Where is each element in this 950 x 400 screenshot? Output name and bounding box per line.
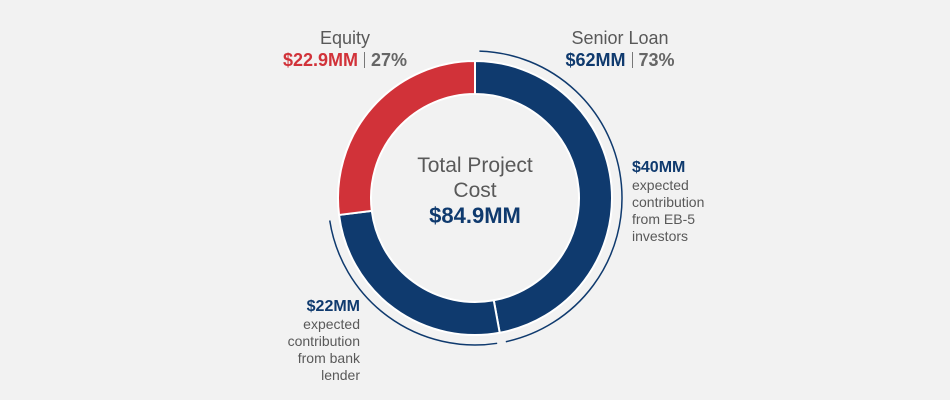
part-value: $40MM [632, 159, 686, 176]
slice-percent: 73% [638, 50, 675, 70]
slice-value: $62MM [565, 50, 626, 70]
separator [631, 52, 633, 68]
center-block: Total Project Cost $84.9MM [415, 153, 535, 228]
slice-value: $22.9MM [282, 50, 358, 70]
slice-values: $22.9MM 27% [245, 49, 445, 71]
donut-segment [337, 59, 476, 217]
part-label: $22MM expected contribution from bank len… [260, 297, 360, 384]
slice-heading: Equity $22.9MM 27% [245, 27, 445, 71]
part-note: expected contribution from bank lender [287, 316, 360, 383]
bracket-arc [328, 220, 498, 346]
part-value: $22MM [306, 298, 360, 315]
separator [364, 52, 365, 68]
bracket-arc [479, 50, 623, 343]
slice-name: Senior Loan [571, 28, 669, 48]
slice-percent: 27% [371, 50, 408, 70]
slice-name: Equity [319, 28, 371, 48]
center-label: Total Project Cost [417, 154, 533, 202]
slice-heading: Senior Loan $62MM 73% [520, 27, 720, 71]
part-label: $40MM expected contribution from EB-5 inv… [632, 158, 732, 245]
donut-segment [474, 59, 613, 334]
total-label: $84.9MM [429, 203, 521, 228]
part-note: expected contribution from EB-5 investor… [632, 177, 705, 244]
donut-segment [337, 209, 501, 336]
slice-values: $62MM 73% [520, 49, 720, 71]
